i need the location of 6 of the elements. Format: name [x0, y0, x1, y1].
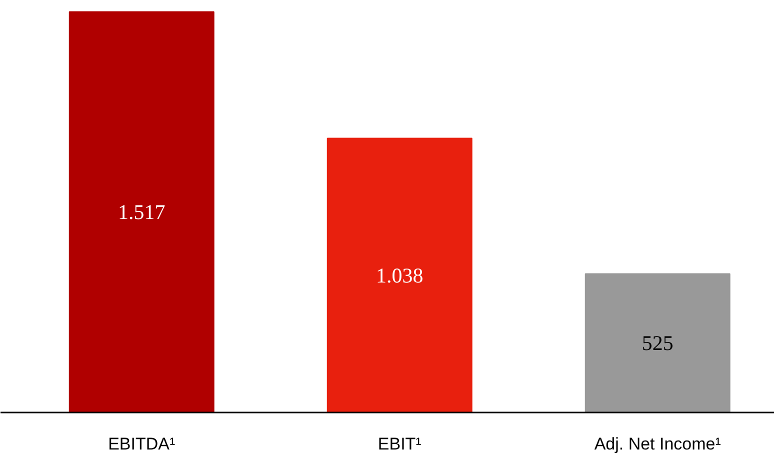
- x-tick-label: EBITDA¹: [108, 434, 176, 454]
- x-tick-label: EBIT¹: [378, 434, 422, 454]
- data-label: 525: [642, 331, 674, 356]
- data-label: 1.517: [118, 200, 166, 224]
- data-label: 1.038: [376, 263, 424, 288]
- x-tick-label: Adj. Net Income¹: [594, 434, 722, 454]
